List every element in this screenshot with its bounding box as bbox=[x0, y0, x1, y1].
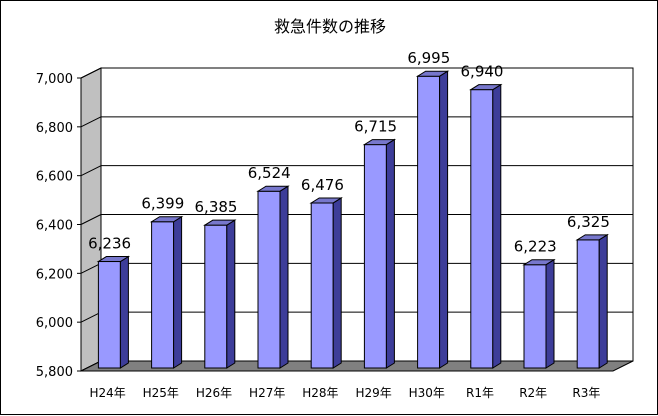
data-label: 6,385 bbox=[195, 198, 238, 216]
data-label: 6,476 bbox=[301, 176, 344, 194]
x-tick-label: H30年 bbox=[409, 386, 445, 400]
x-axis-ticks: H24年 H25年 H26年 H27年 H28年 H29年 H30年 R1年 R2年 R3年 bbox=[89, 386, 600, 400]
bar bbox=[522, 258, 556, 369]
bar bbox=[256, 185, 290, 369]
bar-top bbox=[415, 70, 450, 77]
y-tick-label: 7,000 bbox=[36, 72, 73, 87]
x-tick-label: R3年 bbox=[572, 386, 600, 400]
bar-side bbox=[439, 70, 449, 369]
bar-front bbox=[204, 224, 228, 369]
bar-front bbox=[257, 190, 281, 369]
bar bbox=[362, 138, 397, 369]
x-tick-label: H25年 bbox=[143, 386, 179, 400]
y-axis-ticks: 5,800 6,000 6,200 6,400 6,600 6,800 7,000 bbox=[36, 72, 81, 380]
bar-front bbox=[470, 89, 494, 369]
bar-front bbox=[151, 221, 175, 369]
x-tick-label: H28年 bbox=[302, 386, 338, 400]
bar-front bbox=[310, 202, 334, 369]
data-label: 6,223 bbox=[514, 238, 557, 256]
data-label: 6,236 bbox=[88, 235, 131, 253]
bar bbox=[575, 233, 609, 369]
x-tick-label: R1年 bbox=[466, 386, 494, 400]
bar bbox=[469, 83, 503, 369]
bar-side bbox=[173, 215, 183, 369]
gridline-diagonal bbox=[80, 214, 102, 225]
y-tick-label: 6,000 bbox=[36, 316, 73, 331]
data-label: 6,524 bbox=[248, 164, 291, 182]
bar-side bbox=[492, 83, 502, 369]
bar bbox=[203, 219, 237, 369]
bar-front bbox=[417, 75, 441, 369]
x-tick-label: H27年 bbox=[249, 386, 285, 400]
y-tick-label: 6,200 bbox=[36, 267, 73, 282]
x-tick-label: H29年 bbox=[355, 386, 391, 400]
x-tick-label: H24年 bbox=[89, 386, 125, 400]
bar-top bbox=[256, 185, 290, 192]
x-tick-label: R2年 bbox=[519, 386, 547, 400]
bar-side bbox=[385, 138, 395, 369]
bar-side bbox=[119, 255, 129, 369]
bar bbox=[415, 70, 450, 369]
bar-front bbox=[523, 264, 547, 369]
data-label: 6,715 bbox=[354, 118, 397, 136]
bar-front bbox=[576, 239, 600, 369]
bar-side bbox=[598, 233, 608, 369]
data-label: 6,995 bbox=[407, 49, 450, 67]
bar-side bbox=[332, 197, 342, 369]
gridline-diagonal bbox=[80, 262, 102, 274]
bar-top bbox=[362, 139, 397, 146]
bar bbox=[149, 215, 184, 369]
y-tick-label: 6,600 bbox=[36, 170, 73, 185]
bar-top bbox=[469, 84, 503, 91]
bar-side bbox=[545, 258, 555, 369]
bar-front bbox=[363, 144, 387, 369]
bar-top bbox=[575, 234, 609, 241]
bars bbox=[96, 70, 609, 369]
y-tick-label: 5,800 bbox=[36, 365, 73, 380]
bar-front bbox=[97, 261, 121, 369]
data-label: 6,940 bbox=[461, 63, 504, 81]
data-label: 6,325 bbox=[567, 213, 610, 231]
y-tick-label: 6,400 bbox=[36, 219, 73, 234]
data-labels: 6,236 6,399 6,385 6,524 6,476 6,715 6,995 6,940… bbox=[88, 49, 610, 255]
gridline-diagonal bbox=[80, 311, 102, 323]
data-label: 6,399 bbox=[141, 195, 184, 213]
bar bbox=[309, 197, 343, 369]
bar-top bbox=[149, 216, 184, 223]
gridline-diagonal bbox=[80, 165, 102, 177]
bar-top bbox=[522, 259, 556, 266]
bar-side bbox=[279, 185, 289, 369]
bar-top bbox=[96, 256, 131, 263]
x-tick-label: H26年 bbox=[196, 386, 232, 400]
bar-top bbox=[309, 197, 343, 204]
bar bbox=[96, 255, 131, 369]
bar-side bbox=[226, 219, 236, 369]
gridline-diagonal bbox=[80, 67, 102, 79]
bar-top bbox=[203, 219, 237, 226]
y-tick-label: 6,800 bbox=[36, 121, 73, 136]
gridline-diagonal bbox=[80, 116, 102, 128]
chart-title: 救急件数の推移 bbox=[274, 17, 386, 36]
